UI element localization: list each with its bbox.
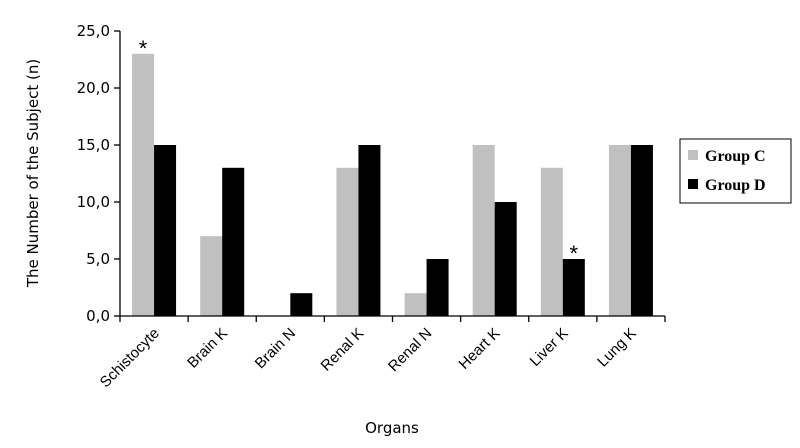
y-tick-label: 25,0: [77, 22, 110, 40]
legend: Group C Group D: [679, 138, 792, 204]
bar-group-c-renal-n: [404, 293, 427, 316]
bar-group-c-renal-k: [336, 167, 359, 316]
y-tick-label: 20,0: [77, 79, 110, 97]
x-ticks: Schistocyte Brain K Brain N Renal K Renal N H…: [97, 316, 666, 391]
bar-group-c-schistocyte: [132, 53, 155, 317]
bar-group-c-liver-k: [540, 167, 563, 316]
bar-group-d-schistocyte: [154, 145, 177, 316]
y-tick-label: 0,0: [86, 307, 110, 325]
bar-group-d-liver-k: [562, 259, 585, 316]
legend-box: [679, 138, 792, 204]
x-tick-label-renal-k: Renal K: [318, 325, 368, 375]
bar-group-d-brain-k: [222, 167, 245, 316]
x-tick-label-brain-k: Brain K: [184, 325, 231, 372]
x-tick-label-brain-n: Brain N: [252, 325, 299, 372]
legend-label-group-c: Group C: [705, 148, 766, 165]
bar-group-c-heart-k: [472, 145, 495, 316]
legend-swatch-group-d: [688, 179, 698, 189]
x-tick-label-lung-k: Lung K: [594, 325, 640, 371]
bars-layer: [132, 53, 653, 317]
annotations: **: [139, 36, 579, 266]
legend-label-group-d: Group D: [705, 177, 766, 194]
x-tick-label-schistocyte: Schistocyte: [97, 325, 163, 391]
bar-group-d-heart-k: [494, 202, 517, 316]
significance-asterisk: *: [139, 36, 148, 61]
y-axis-title: The Number of the Subject (n): [24, 59, 42, 288]
bar-group-d-renal-n: [426, 259, 449, 316]
y-tick-label: 10,0: [77, 193, 110, 211]
x-tick-label-liver-k: Liver K: [527, 325, 572, 370]
y-tick-label: 5,0: [86, 250, 110, 268]
bar-group-d-brain-n: [290, 293, 313, 316]
bar-group-d-lung-k: [630, 145, 653, 316]
x-axis-title: Organs: [365, 419, 419, 437]
y-tick-label: 15,0: [77, 136, 110, 154]
significance-asterisk: *: [570, 241, 579, 266]
bar-group-c-brain-k: [200, 236, 223, 316]
x-tick-label-renal-n: Renal N: [385, 325, 435, 375]
bar-group-c-lung-k: [608, 145, 631, 316]
legend-swatch-group-c: [688, 150, 698, 160]
x-tick-label-heart-k: Heart K: [456, 325, 504, 373]
bar-group-d-renal-k: [358, 145, 381, 316]
y-ticks: 0,0 5,0 10,0 15,0 20,0 25,0: [77, 22, 120, 325]
